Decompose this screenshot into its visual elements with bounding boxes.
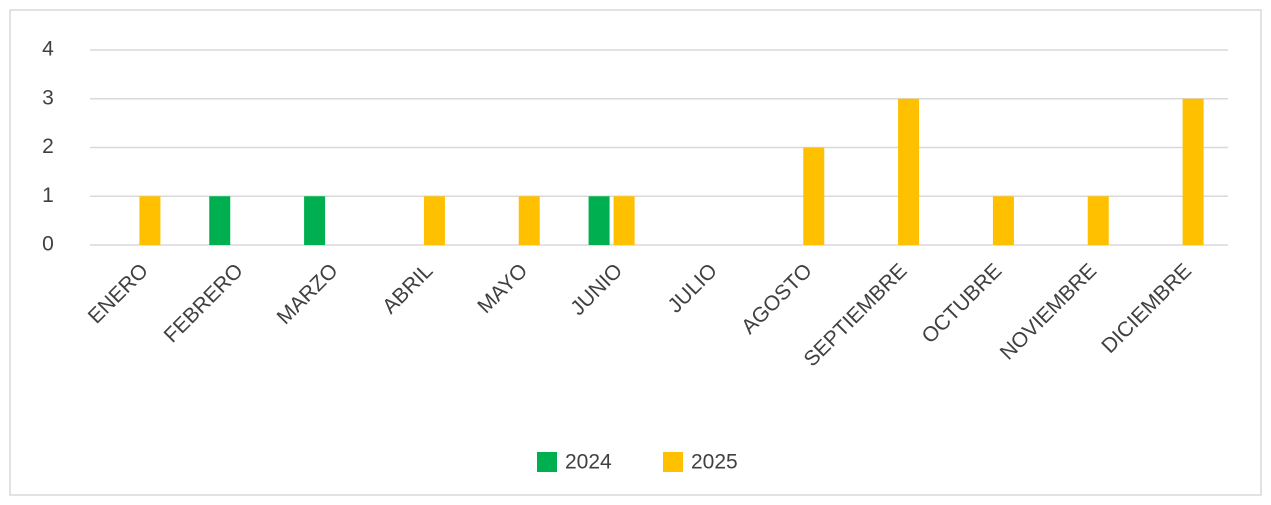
y-tick-label: 1 [42, 184, 54, 207]
y-tick-label: 2 [42, 135, 54, 158]
legend-swatch [537, 452, 557, 472]
bar [898, 98, 920, 245]
bar [992, 196, 1014, 245]
legend-label: 2024 [565, 451, 612, 474]
bar [139, 196, 161, 245]
bar [803, 147, 825, 245]
bar [1182, 98, 1204, 245]
y-tick-label: 4 [42, 38, 54, 61]
legend-label: 2025 [691, 451, 738, 474]
bar [1087, 196, 1109, 245]
bar [588, 196, 610, 245]
chart-border [9, 9, 1262, 496]
bar [423, 196, 445, 245]
bar [518, 196, 540, 245]
bar [209, 196, 231, 245]
bar [304, 196, 326, 245]
legend-swatch [663, 452, 683, 472]
y-tick-label: 3 [42, 86, 54, 109]
y-tick-label: 0 [42, 233, 54, 256]
bar [613, 196, 635, 245]
